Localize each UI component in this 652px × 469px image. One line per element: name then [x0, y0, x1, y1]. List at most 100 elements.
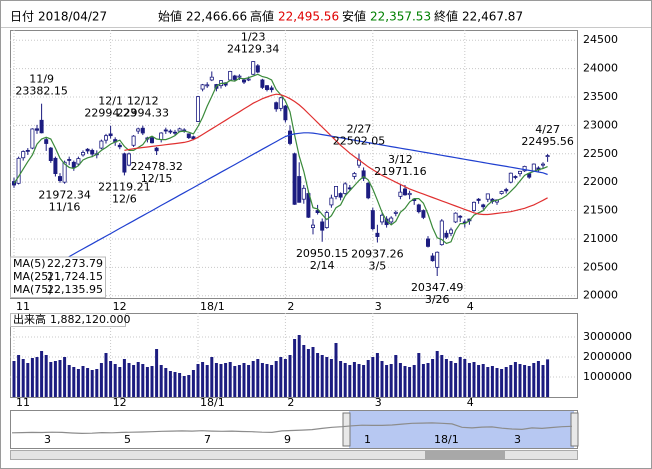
volume-bar [122, 359, 126, 397]
volume-bar [214, 363, 218, 397]
candle-body [329, 197, 334, 206]
volume-bar [394, 355, 398, 397]
field-value: 22,357.53 [370, 10, 431, 24]
candle-body [287, 130, 292, 144]
volume-bar [30, 358, 34, 397]
scrollbar-thumb[interactable] [425, 451, 505, 459]
candle-body [366, 182, 371, 199]
volume-bar [297, 335, 301, 397]
candle-body [310, 224, 315, 228]
volume-bar [523, 365, 527, 397]
candle-body [407, 192, 412, 196]
x-tick-label: 18/1 [200, 396, 225, 409]
volume-bar [463, 359, 467, 397]
volume-bar [219, 364, 223, 397]
candle-body [99, 140, 104, 149]
volume-bar [408, 367, 412, 397]
volume-bar [504, 367, 508, 397]
volume-bar [155, 349, 159, 397]
navigator-handle[interactable] [570, 412, 579, 447]
volume-bar [532, 363, 536, 397]
volume-bar [53, 361, 57, 397]
candle-body [471, 201, 476, 211]
candle-body [306, 193, 311, 218]
scrollbar[interactable] [10, 450, 578, 460]
volume-bar [187, 375, 191, 397]
annotation-value: 23382.15 [15, 85, 68, 98]
candle-body [448, 229, 453, 234]
annotation-value: 20347.49 [411, 281, 464, 294]
volume-bar [224, 363, 228, 397]
field-label: 終値 [434, 9, 458, 24]
x-tick-label: 4 [467, 396, 474, 409]
volume-bar [251, 361, 255, 397]
volume-bar [233, 366, 237, 397]
volume-bar [380, 361, 384, 397]
candle-body [154, 147, 159, 152]
candle-body [439, 220, 444, 246]
x-tick-label: 2 [287, 396, 294, 409]
volume-bar [343, 363, 347, 397]
x-tick-label: 3 [44, 433, 51, 446]
candle-body [251, 61, 256, 75]
candle-body [232, 75, 237, 80]
volume-bar [274, 361, 278, 397]
volume-bar [164, 368, 168, 397]
navigator-handle[interactable] [342, 412, 351, 447]
legend-value: 22,135.95 [47, 283, 103, 296]
x-tick-label: 2 [287, 300, 294, 313]
field-label: 安値 [342, 9, 366, 24]
annotation-value: 22994.33 [117, 107, 170, 120]
annotation-value: 22994.23 [84, 107, 137, 120]
volume-bar [201, 362, 205, 397]
candle-body [131, 135, 136, 146]
volume-bar [536, 361, 540, 397]
legend-name: MA(25) [13, 270, 53, 283]
candle-body [531, 163, 536, 172]
volume-bar [113, 364, 117, 397]
annotation-date: 1/23 [241, 30, 266, 43]
volume-bar [417, 353, 421, 397]
volume-bar [527, 366, 531, 397]
candle-body [191, 136, 196, 140]
volume-bar [260, 363, 264, 397]
volume-bar [495, 368, 499, 397]
candle-body [453, 212, 458, 223]
candle-body [402, 188, 407, 196]
volume-bar [398, 363, 402, 397]
volume-bar [306, 349, 310, 397]
volume-bar [63, 357, 67, 397]
candle-body [393, 211, 398, 214]
volume-bar [283, 359, 287, 397]
candle-body [35, 128, 40, 131]
volume-bar [168, 371, 172, 397]
candle-body [30, 128, 35, 149]
candle-body [48, 147, 53, 161]
y-tick-label: 24000 [583, 62, 618, 75]
candle-body [16, 157, 21, 184]
y-tick-label: 23000 [583, 118, 618, 131]
candle-body [435, 251, 440, 268]
volume-bar [242, 363, 246, 397]
volume-bar [210, 357, 214, 397]
navigator-selection[interactable] [349, 411, 574, 448]
volume-bar [90, 370, 94, 397]
volume-bar [546, 359, 550, 397]
volume-bar [150, 366, 154, 397]
volume-bar [288, 355, 292, 397]
candle-body [195, 96, 200, 122]
volume-bar [256, 359, 260, 397]
candle-body [425, 238, 430, 247]
y-tick-label: 3000000 [583, 330, 632, 343]
y-tick-label: 20000 [583, 289, 618, 302]
candle-body [140, 127, 145, 134]
candle-body [122, 153, 127, 173]
volume-bar [385, 365, 389, 397]
field-label: 高値 [250, 9, 274, 24]
candle-body [361, 170, 366, 179]
candle-body [209, 76, 214, 81]
x-tick-label: 1 [364, 433, 371, 446]
candle-body [39, 119, 44, 134]
volume-bar [67, 365, 71, 397]
